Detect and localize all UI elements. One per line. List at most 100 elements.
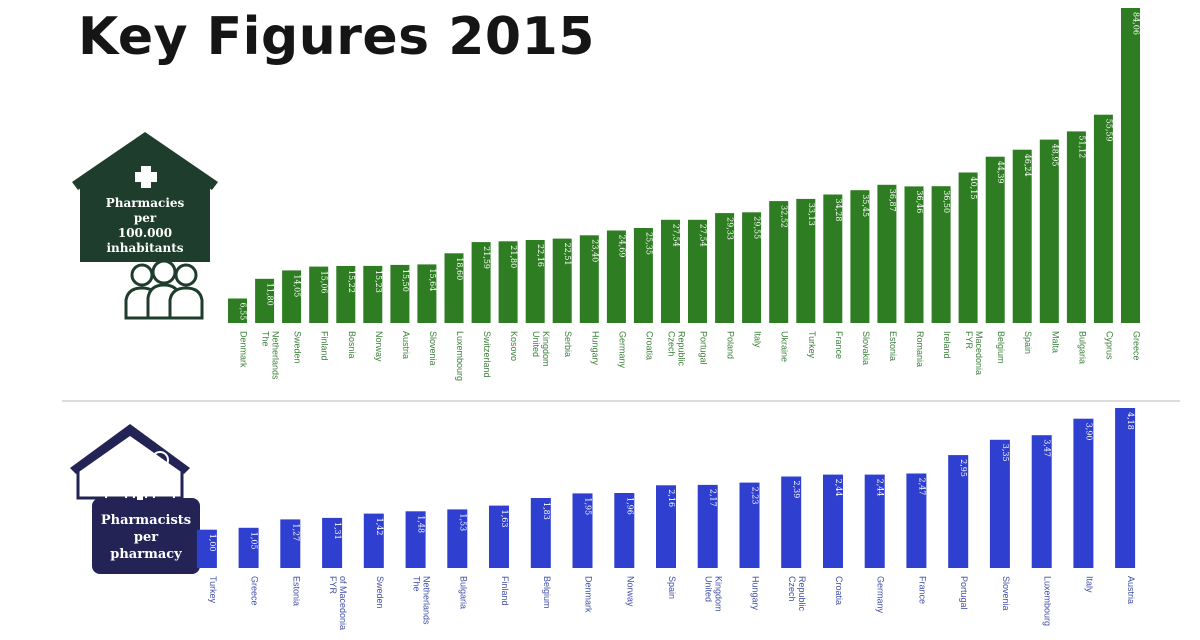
- bar: [309, 266, 329, 323]
- bar-value-label: 2,17: [709, 489, 718, 507]
- bar: [850, 190, 870, 323]
- category-label: France: [917, 576, 927, 604]
- bar: [688, 219, 707, 323]
- pharmacies-bars: 6,55 Denmark 11,80 The Netherlands 14,05 Swede…: [228, 8, 1142, 381]
- category-label: FYR: [964, 331, 974, 350]
- category-label: Greece: [250, 576, 260, 606]
- bar-value-label: 6,55: [239, 303, 248, 321]
- category-label: Czech: [787, 576, 797, 602]
- bar-value-label: 14,05: [293, 274, 302, 297]
- category-label: Denmark: [584, 576, 594, 613]
- category-label: Bosnia: [347, 331, 357, 359]
- bar: [823, 194, 843, 323]
- bar-value-label: 44,39: [996, 161, 1005, 184]
- bar: [1121, 8, 1140, 323]
- bar: [572, 493, 593, 568]
- category-label: Hungary: [751, 576, 761, 611]
- bar-value-label: 40,15: [969, 177, 978, 200]
- category-label: Netherlands: [271, 331, 281, 380]
- bar-value-label: 3,47: [1043, 439, 1052, 457]
- bar-value-label: 27,54: [699, 224, 708, 247]
- bar: [525, 240, 545, 323]
- house-with-cross-and-people-icon-bottom: Pharmacists per pharmacy: [70, 424, 200, 574]
- pharmacists-bars: 1,00 Turkey 1,05 Greece 1,27 Estonia 1,31 FYR of…: [196, 408, 1136, 630]
- bar: [282, 270, 302, 323]
- bar: [579, 235, 599, 323]
- category-label: France: [834, 331, 844, 359]
- bar-value-label: 1,53: [458, 513, 467, 531]
- bar-value-label: 36,87: [888, 189, 897, 212]
- category-label: Portugal: [959, 576, 969, 610]
- category-label: The: [261, 331, 271, 347]
- bar-value-label: 32,52: [780, 205, 789, 228]
- category-label: Switzerland: [482, 331, 492, 378]
- bar-value-label: 2,44: [876, 479, 885, 497]
- category-label: Austria: [1126, 576, 1136, 604]
- category-label: Slovenia: [428, 331, 438, 366]
- category-label: Croatia: [644, 331, 654, 360]
- bar: [390, 264, 410, 323]
- category-label: Luxembourg: [1043, 576, 1053, 626]
- category-label: Norway: [625, 576, 635, 607]
- category-label: Kosovo: [509, 331, 519, 361]
- bar-value-label: 34,28: [834, 199, 843, 222]
- bar: [498, 241, 518, 323]
- bar: [447, 509, 468, 568]
- bar-value-label: 24,69: [617, 235, 626, 258]
- category-label: Belgium: [542, 576, 552, 609]
- pharmacies-label-line-1: Pharmacies: [106, 196, 185, 210]
- category-label: Estonia: [291, 576, 301, 606]
- bar-value-label: 2,47: [917, 478, 926, 496]
- category-label: Macedonia: [974, 331, 984, 375]
- category-label: Belgium: [996, 331, 1006, 364]
- house-with-cross-and-people-icon: Pharmacies per 100.000 inhabitants: [72, 132, 218, 320]
- bar: [606, 230, 626, 323]
- bar-value-label: 1,42: [375, 518, 384, 536]
- bar: [989, 439, 1010, 568]
- bar-value-label: 25,35: [644, 232, 653, 255]
- bar: [255, 278, 275, 323]
- category-label: Portugal: [699, 331, 709, 365]
- bar-value-label: 36,46: [915, 190, 924, 213]
- bar: [228, 298, 247, 323]
- category-label: Republic: [797, 576, 807, 612]
- category-label: Czech: [667, 331, 677, 357]
- category-label: Spain: [667, 576, 677, 599]
- bar: [948, 455, 969, 568]
- category-label: Greece: [1132, 331, 1142, 361]
- pharmacies-label-line-2: per: [134, 211, 157, 225]
- bar: [530, 498, 551, 568]
- bar: [739, 482, 760, 568]
- bar: [444, 253, 464, 323]
- category-label: Austria: [401, 331, 411, 359]
- category-label: of Macedonia: [338, 576, 348, 630]
- bar: [1066, 131, 1086, 323]
- bar: [823, 474, 843, 568]
- bar: [1073, 418, 1094, 568]
- bar: [405, 511, 426, 568]
- bar-value-label: 33,13: [807, 203, 816, 226]
- bar-value-label: 3,35: [1001, 444, 1010, 462]
- bar-value-label: 48,95: [1050, 144, 1059, 167]
- category-label: Luxembourg: [455, 331, 465, 381]
- bar-value-label: 2,44: [834, 479, 843, 497]
- bar-value-label: 1,83: [542, 502, 551, 520]
- category-label: Kingdom: [541, 331, 551, 367]
- bar-value-label: 15,64: [428, 268, 437, 291]
- bar: [417, 264, 437, 323]
- category-label: Netherlands: [422, 576, 432, 625]
- bar-value-label: 18,60: [455, 257, 464, 280]
- bar: [1115, 408, 1136, 568]
- bar-value-label: 3,90: [1084, 423, 1093, 441]
- bar-value-label: 29,55: [753, 216, 762, 239]
- category-label: Norway: [374, 331, 384, 362]
- bar-value-label: 4,18: [1126, 412, 1135, 430]
- bar: [196, 529, 217, 568]
- category-label: Turkey: [807, 331, 817, 359]
- category-label: Finland: [500, 576, 510, 606]
- bar: [1093, 114, 1113, 323]
- bar: [1012, 149, 1032, 323]
- bar: [697, 484, 718, 568]
- pharmacists-label-line-2: per: [134, 530, 158, 545]
- category-label: Poland: [726, 331, 736, 359]
